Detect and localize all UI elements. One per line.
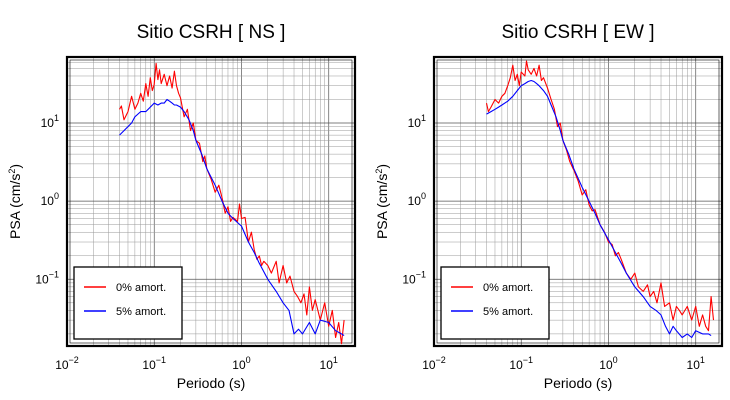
- chart-panel-0: Sitio CSRH [ NS ] 10−2 10−1 100 101 10−1 100 10…: [7, 22, 357, 391]
- y-tick-label: 100: [408, 191, 426, 208]
- series-line-damped: [486, 79, 712, 339]
- x-axis-label: Periodo (s): [177, 375, 245, 391]
- series-line-damped: [119, 98, 345, 337]
- plot-frame-inner: [436, 59, 720, 344]
- y-axis-label: PSA (cm/s2): [7, 164, 23, 239]
- y-tick-label: 101: [408, 113, 426, 130]
- plot-frame: [432, 55, 724, 348]
- x-tick-label: 101: [320, 355, 338, 372]
- x-axis-label: Periodo (s): [544, 375, 612, 391]
- x-tick-label: 10−2: [55, 355, 79, 372]
- x-tick-label: 101: [687, 355, 705, 372]
- chart-title: Sitio CSRH [ NS ]: [137, 22, 286, 43]
- legend: 0% amort. 5% amort.: [73, 266, 183, 340]
- y-tick-label: 10−1: [402, 269, 426, 286]
- y-tick-label: 100: [41, 191, 59, 208]
- legend: 0% amort. 5% amort.: [440, 266, 550, 340]
- series-line-undamped: [119, 62, 345, 345]
- y-tick-label: 10−1: [35, 269, 59, 286]
- legend-label: 0% amort.: [483, 282, 533, 294]
- legend-label: 0% amort.: [116, 282, 166, 294]
- x-tick-label: 100: [599, 355, 617, 372]
- legend-label: 5% amort.: [116, 306, 166, 318]
- legend-box: [440, 266, 550, 340]
- grid: [67, 57, 355, 346]
- x-tick-label: 10−1: [142, 355, 166, 372]
- y-tick-label: 101: [41, 113, 59, 130]
- x-tick-label: 10−1: [509, 355, 533, 372]
- x-tick-label: 10−2: [422, 355, 446, 372]
- chart-panel-1: Sitio CSRH [ EW ] 10−2 10−1 100 101 10−1 100 10…: [374, 22, 724, 391]
- plot-frame: [65, 55, 357, 348]
- legend-label: 5% amort.: [483, 306, 533, 318]
- chart-title: Sitio CSRH [ EW ]: [501, 22, 654, 43]
- x-tick-label: 100: [232, 355, 250, 372]
- y-axis-label: PSA (cm/s2): [374, 164, 390, 239]
- legend-box: [73, 266, 183, 340]
- plot-frame-inner: [69, 59, 353, 344]
